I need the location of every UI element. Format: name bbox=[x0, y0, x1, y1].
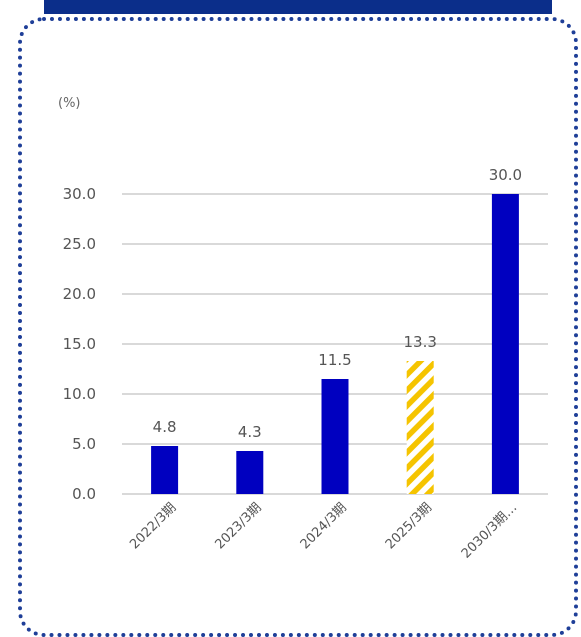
y-axis-ticks: 0.0 5.0 10.0 15.0 20.0 25.0 30.0 bbox=[63, 185, 96, 503]
y-tick-label-4: 20.0 bbox=[63, 285, 96, 303]
x-category-label-2: 2024/3期 bbox=[298, 500, 350, 552]
bar-0 bbox=[151, 446, 179, 494]
x-axis-categories: 2022/3期 2023/3期 2024/3期 2025/3期 2030/3期… bbox=[127, 500, 520, 561]
data-label-0: 4.8 bbox=[153, 418, 177, 436]
bar-4 bbox=[491, 194, 519, 494]
y-tick-label-0: 0.0 bbox=[72, 485, 96, 503]
title-bar bbox=[44, 0, 552, 14]
y-tick-label-1: 5.0 bbox=[72, 435, 96, 453]
y-unit-label: (%) bbox=[58, 96, 81, 111]
data-label-2: 11.5 bbox=[318, 351, 351, 369]
bar-2 bbox=[321, 379, 349, 494]
bar-3 bbox=[406, 361, 434, 494]
data-label-3: 13.3 bbox=[403, 333, 436, 351]
data-label-4: 30.0 bbox=[489, 166, 522, 184]
data-label-1: 4.3 bbox=[238, 423, 262, 441]
x-category-label-1: 2023/3期 bbox=[212, 500, 264, 552]
bar-chart: 0.0 5.0 10.0 15.0 20.0 25.0 30.0 4.8 4.3 11.5 13.… bbox=[63, 166, 548, 562]
bars bbox=[151, 194, 519, 494]
y-tick-label-2: 10.0 bbox=[63, 385, 96, 403]
y-tick-label-3: 15.0 bbox=[63, 335, 96, 353]
x-category-label-0: 2022/3期 bbox=[127, 500, 179, 552]
y-tick-label-6: 30.0 bbox=[63, 185, 96, 203]
bar-1 bbox=[236, 451, 264, 494]
y-tick-label-5: 25.0 bbox=[63, 235, 96, 253]
data-labels: 4.8 4.3 11.5 13.3 30.0 bbox=[153, 166, 522, 441]
x-category-label-3: 2025/3期 bbox=[383, 500, 435, 552]
x-category-label-4: 2030/3期… bbox=[459, 500, 520, 561]
